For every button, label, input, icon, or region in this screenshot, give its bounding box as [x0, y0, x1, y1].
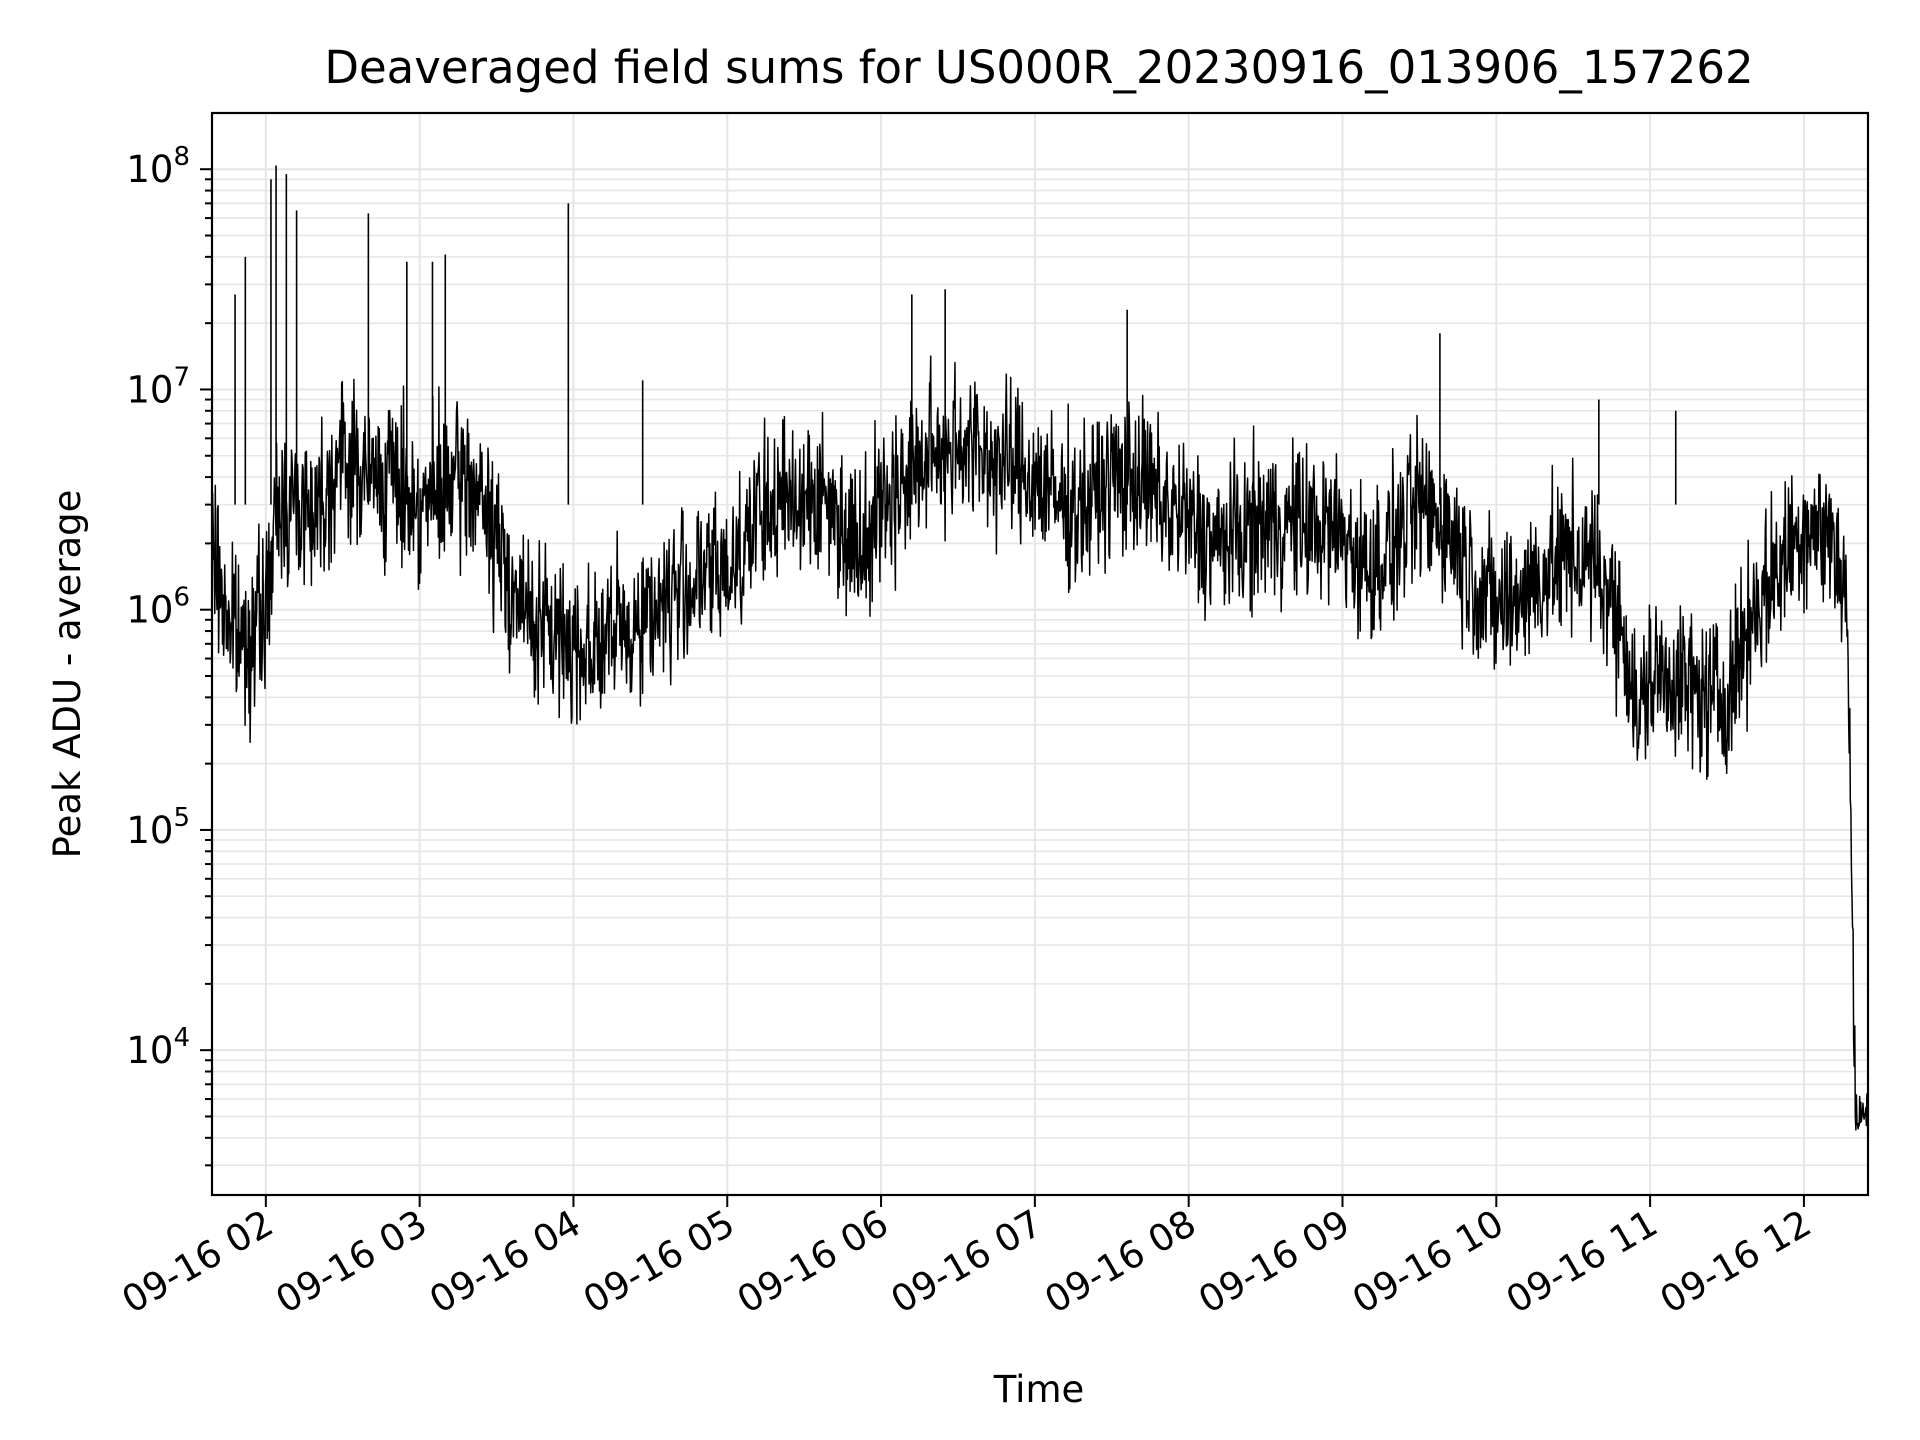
y-tick-label-base: 10 [126, 148, 173, 191]
y-tick-label-base: 10 [126, 1029, 173, 1072]
y-tick-label-exponent: 7 [173, 362, 190, 392]
grid [212, 113, 1868, 1195]
y-tick-label-base: 10 [126, 589, 173, 632]
series-line [211, 355, 1869, 1148]
y-tick-label-exponent: 4 [173, 1023, 190, 1053]
y-tick-label-exponent: 6 [173, 583, 190, 613]
series-layer [211, 165, 1869, 1148]
chart-title: Deaveraged field sums for US000R_2023091… [324, 41, 1753, 94]
y-tick-label: 108 [126, 142, 190, 191]
y-tick-label-exponent: 8 [173, 142, 190, 172]
y-tick-label: 107 [126, 362, 190, 411]
x-axis-label: Time [993, 1368, 1085, 1411]
y-tick-label: 105 [126, 803, 190, 852]
y-tick-label: 106 [126, 583, 190, 632]
y-tick-label-exponent: 5 [173, 803, 190, 833]
y-tick-label-base: 10 [126, 368, 173, 411]
plot-frame [210, 111, 1870, 1197]
y-axis-label: Peak ADU - average [46, 490, 89, 859]
y-tick-label: 104 [126, 1023, 190, 1072]
y-tick-label-base: 10 [126, 809, 173, 852]
